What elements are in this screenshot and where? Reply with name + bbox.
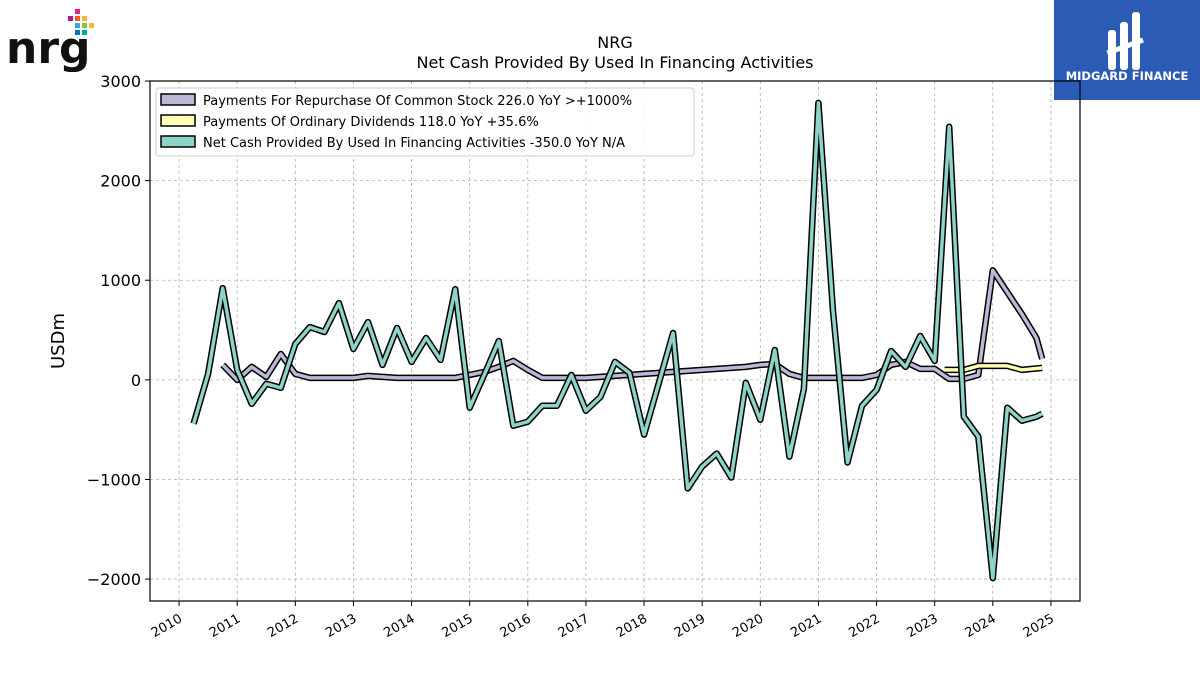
x-tick-label: 2024 [963,611,999,641]
x-tick-label: 2018 [614,611,650,641]
y-tick-label: 1000 [100,271,141,290]
legend-swatch-net-cash [160,135,196,148]
legend-item-dividends: Payments Of Ordinary Dividends 118.0 YoY… [160,114,539,130]
series-line-net-cash [191,101,1044,580]
x-tick-label: 2013 [323,611,359,641]
legend-label-dividends: Payments Of Ordinary Dividends 118.0 YoY… [203,115,539,130]
plot-frame [149,80,1081,602]
x-axis-ticks: 2010 2011 2012 2013 2014 2015 2016 2017 2018 2019… [149,601,1057,641]
x-tick-label: 2017 [556,611,592,641]
legend-swatch-dividends [160,114,196,127]
chart-title: NRG [597,33,632,52]
x-tick-label: 2011 [207,611,243,641]
chart-subtitle: Net Cash Provided By Used In Financing A… [416,53,813,72]
y-tick-label: 3000 [100,72,141,91]
y-tick-label: −2000 [87,570,141,589]
legend-item-net-cash: Net Cash Provided By Used In Financing A… [160,135,625,151]
x-tick-label: 2010 [149,611,185,641]
x-tick-label: 2019 [672,611,708,641]
y-tick-label: 2000 [100,172,141,191]
x-tick-label: 2022 [846,611,882,641]
nrg-cross-icon [68,9,94,35]
y-axis-ticks: −2000 −1000 0 1000 2000 3000 [87,72,150,589]
y-tick-label: −1000 [87,470,141,489]
grid-lines [150,80,1080,601]
series-lines [190,99,1046,582]
x-tick-label: 2015 [440,611,476,641]
x-tick-label: 2021 [788,611,824,641]
legend-box [155,87,695,157]
series-line-repurchase [221,268,1044,382]
legend-label-repurchase: Payments For Repurchase Of Common Stock … [203,94,632,109]
legend: Payments For Repurchase Of Common Stock … [155,87,695,157]
x-tick-label: 2025 [1021,611,1057,641]
x-tick-label: 2014 [381,611,417,641]
midgard-logo-text: MIDGARD FINANCE [1066,69,1189,83]
legend-swatch-repurchase [160,93,196,106]
nrg-company-logo: nrg [6,9,94,72]
y-tick-label: 0 [131,371,141,390]
x-tick-label: 2023 [905,611,941,641]
midgard-emblem-icon: MIDGARD FINANCE [1066,12,1189,83]
x-tick-label: 2016 [498,611,534,641]
legend-item-repurchase: Payments For Repurchase Of Common Stock … [160,93,632,109]
legend-label-net-cash: Net Cash Provided By Used In Financing A… [203,136,625,151]
x-tick-label: 2012 [265,611,301,641]
y-axis-label: USDm [48,313,69,369]
series-outline-net-cash [190,99,1044,582]
midgard-finance-logo: MIDGARD FINANCE [1054,0,1200,100]
x-tick-label: 2020 [730,611,766,641]
